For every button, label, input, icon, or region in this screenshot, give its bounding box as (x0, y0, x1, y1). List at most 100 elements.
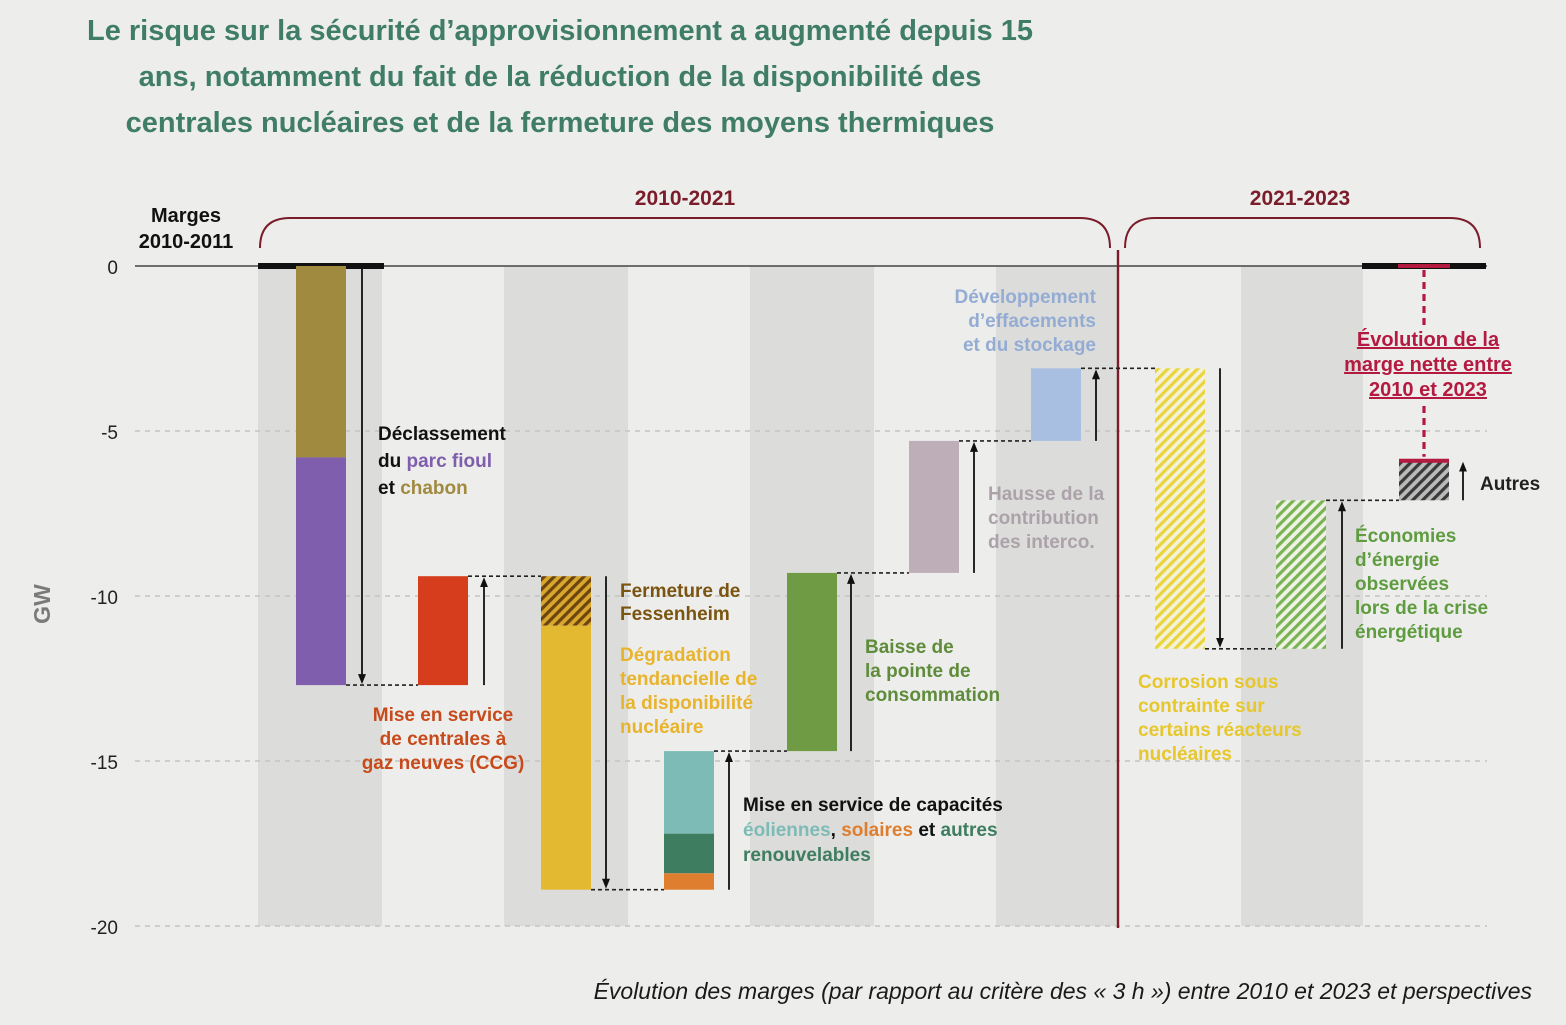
label-declassement: du parc fioul (378, 451, 492, 472)
label-corrosion: nucléaires (1138, 744, 1232, 765)
label-interco: Hausse de la (988, 484, 1105, 505)
label-autres-segment: Autres (1480, 474, 1540, 495)
label-renouvelables-segment: , (831, 820, 842, 841)
label-pointe-segment: consommation (865, 685, 1000, 706)
label-degradation-nucleaire: nucléaire (620, 717, 703, 738)
bar-solaire (664, 873, 714, 890)
start-label: 2010-2011 (139, 231, 234, 253)
label-effacement-segment: et du stockage (963, 335, 1096, 356)
label-effacement: et du stockage (963, 335, 1096, 356)
label-renouvelables-segment: Mise en service de capacités (743, 795, 1003, 816)
net-change-label: 2010 et 2023 (1369, 379, 1487, 401)
label-renouvelables-segment: solaires (841, 820, 913, 841)
bar-autres (1399, 460, 1449, 501)
label-effacement-segment: Développement (955, 287, 1097, 308)
label-ccg-segment: Mise en service (373, 705, 513, 726)
label-effacement: Développement (955, 287, 1097, 308)
label-ccg-segment: gaz neuves (CCG) (362, 753, 525, 774)
y-tick-label: -5 (101, 423, 118, 444)
net-change-label: Évolution de la (1357, 328, 1500, 351)
label-pointe: consommation (865, 685, 1000, 706)
label-interco-segment: des interco. (988, 532, 1095, 553)
title-line-3: centrales nucléaires et de la fermeture … (125, 107, 995, 139)
bar-economies (1276, 500, 1326, 649)
label-degradation-nucleaire: Dégradation (620, 645, 731, 666)
label-corrosion-segment: Corrosion sous (1138, 672, 1278, 693)
label-renouvelables: Mise en service de capacités (743, 795, 1003, 816)
label-corrosion: contrainte sur (1138, 696, 1265, 717)
label-corrosion: certains réacteurs (1138, 720, 1302, 741)
title-line-2: ans, notamment du fait de la réduction d… (138, 61, 982, 93)
label-corrosion-segment: contrainte sur (1138, 696, 1265, 717)
label-declassement: et chabon (378, 478, 468, 499)
bar-charbon (296, 266, 346, 458)
label-ccg-segment: de centrales à (380, 729, 507, 750)
label-autres: Autres (1480, 474, 1540, 495)
bar-degradation (541, 625, 591, 890)
label-economies-segment: lors de la crise (1355, 598, 1488, 619)
label-pointe-segment: Baisse de (865, 637, 954, 658)
label-economies: Économies (1355, 525, 1456, 547)
bar-effacement (1031, 368, 1081, 441)
label-renouvelables-segment: éoliennes (743, 820, 831, 841)
page-title: Le risque sur la sécurité d’approvisionn… (20, 8, 1100, 146)
label-renouvelables-segment: et (913, 820, 940, 841)
label-fessenheim: Fermeture de (620, 581, 740, 602)
label-ccg: gaz neuves (CCG) (362, 753, 525, 774)
label-interco: contribution (988, 508, 1099, 529)
label-economies: d’énergie (1355, 550, 1439, 571)
label-degradation-nucleaire-segment: tendancielle de (620, 669, 757, 690)
label-economies-segment: Économies (1355, 525, 1456, 547)
label-effacement-segment: d’effacements (968, 311, 1096, 332)
label-declassement: Déclassement (378, 424, 506, 445)
label-economies: observées (1355, 574, 1449, 595)
label-degradation-nucleaire-segment: Dégradation (620, 645, 731, 666)
y-tick-label: 0 (107, 258, 118, 279)
bar-pointe (787, 572, 837, 752)
period-brace-2 (1124, 217, 1481, 249)
label-pointe: la pointe de (865, 661, 971, 682)
bar-ccg (418, 576, 468, 686)
bar-eolien (664, 751, 714, 834)
bar-corrosion (1155, 368, 1205, 649)
label-declassement-segment: Déclassement (378, 424, 506, 445)
label-declassement-segment: du (378, 451, 407, 472)
chart-caption: Évolution des marges (par rapport au cri… (593, 978, 1532, 1004)
y-axis-label: GW (29, 584, 55, 624)
net-change-label: marge nette entre (1344, 354, 1512, 376)
bar-fessenheim (541, 576, 591, 626)
title-line-1: Le risque sur la sécurité d’approvisionn… (87, 15, 1033, 47)
y-tick-label: -20 (91, 918, 118, 939)
label-ccg: de centrales à (380, 729, 507, 750)
label-fessenheim: Fessenheim (620, 604, 730, 625)
label-degradation-nucleaire-segment: la disponibilité (620, 693, 753, 714)
label-fessenheim-segment: Fessenheim (620, 604, 730, 625)
period-label: 2021-2023 (1250, 187, 1350, 210)
label-corrosion: Corrosion sous (1138, 672, 1278, 693)
label-degradation-nucleaire: tendancielle de (620, 669, 757, 690)
label-economies-segment: énergétique (1355, 622, 1463, 643)
label-ccg: Mise en service (373, 705, 513, 726)
label-degradation-nucleaire: la disponibilité (620, 693, 753, 714)
label-economies-segment: observées (1355, 574, 1449, 595)
label-economies: énergétique (1355, 622, 1463, 643)
label-interco-segment: Hausse de la (988, 484, 1105, 505)
label-corrosion-segment: certains réacteurs (1138, 720, 1302, 741)
label-renouvelables-segment: renouvelables (743, 845, 871, 866)
label-declassement-segment: et (378, 478, 400, 499)
label-degradation-nucleaire-segment: nucléaire (620, 717, 703, 738)
bar-autres_enr (664, 833, 714, 874)
bar-fioul (296, 457, 346, 686)
label-pointe-segment: la pointe de (865, 661, 971, 682)
label-economies-segment: d’énergie (1355, 550, 1439, 571)
period-label: 2010-2021 (635, 187, 736, 210)
label-economies: lors de la crise (1355, 598, 1488, 619)
label-declassement-segment: chabon (400, 478, 468, 499)
start-label: Marges (151, 205, 221, 227)
y-tick-label: -10 (91, 588, 118, 609)
label-declassement-segment: parc fioul (407, 451, 493, 472)
label-pointe: Baisse de (865, 637, 954, 658)
period-brace-1 (259, 217, 1111, 249)
y-tick-label: -15 (91, 753, 118, 774)
